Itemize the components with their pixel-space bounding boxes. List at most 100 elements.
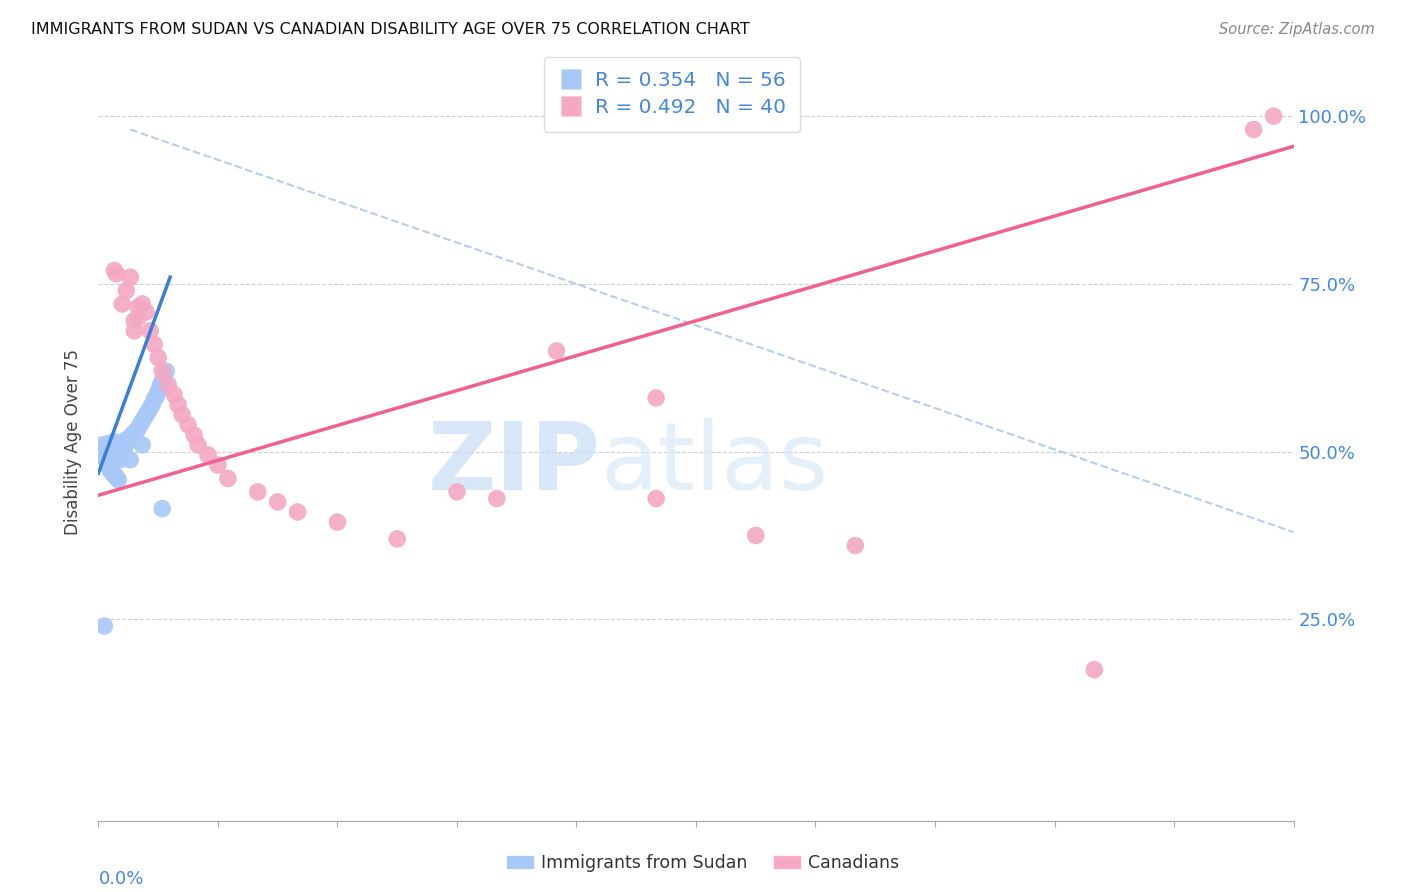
Point (187, 438, 209, 452)
Point (163, 387, 186, 401)
Point (172, 408, 194, 422)
Point (96, 443, 118, 458)
Point (110, 452, 132, 467)
Point (149, 379, 172, 393)
Point (546, 343, 568, 358)
Point (150, 364, 173, 378)
Point (115, 284, 138, 298)
Point (120, 452, 142, 467)
Point (117, 434, 139, 449)
Point (110, 436, 132, 450)
Point (217, 471, 239, 485)
Point (844, 539, 866, 553)
Point (107, 442, 129, 456)
Point (105, 470, 128, 484)
Point (93, 451, 115, 466)
Text: atlas: atlas (600, 418, 828, 510)
Point (127, 301, 149, 315)
Legend: Immigrants from Sudan, Canadians: Immigrants from Sudan, Canadians (499, 847, 907, 879)
Point (103, 450, 125, 464)
Point (1263, 109, 1285, 123)
Point (120, 270, 142, 285)
Point (143, 337, 166, 351)
Point (135, 408, 157, 422)
Point (97, 452, 120, 467)
Point (131, 414, 153, 428)
Point (150, 374, 173, 388)
Legend: R = 0.354   N = 56, R = 0.492   N = 40: R = 0.354 N = 56, R = 0.492 N = 40 (544, 57, 800, 132)
Point (91, 444, 114, 458)
Point (111, 297, 134, 311)
Point (131, 297, 153, 311)
Point (127, 310, 149, 325)
Point (96, 439, 118, 453)
Point (115, 433, 138, 447)
Point (167, 398, 190, 412)
Point (745, 528, 768, 542)
Point (385, 532, 409, 546)
Point (97, 436, 120, 450)
Point (446, 484, 468, 499)
Point (326, 515, 349, 529)
Point (135, 305, 157, 319)
Point (125, 425, 148, 439)
Point (98, 442, 122, 456)
Point (103, 468, 125, 483)
Point (148, 384, 170, 399)
Point (107, 448, 129, 462)
Point (1243, 122, 1265, 136)
Point (177, 417, 200, 432)
Point (129, 417, 152, 432)
Y-axis label: Disability Age Over 75: Disability Age Over 75 (65, 349, 83, 534)
Text: IMMIGRANTS FROM SUDAN VS CANADIAN DISABILITY AGE OVER 75 CORRELATION CHART: IMMIGRANTS FROM SUDAN VS CANADIAN DISABI… (31, 22, 749, 37)
Point (120, 431, 142, 445)
Point (139, 401, 162, 415)
Point (131, 438, 153, 452)
Point (139, 324, 162, 338)
Point (287, 505, 309, 519)
Point (107, 473, 129, 487)
Point (97, 459, 120, 474)
Point (97, 448, 120, 462)
Point (207, 458, 229, 472)
Point (101, 466, 124, 480)
Point (127, 421, 149, 435)
Point (98, 463, 122, 477)
Point (111, 438, 134, 452)
Point (246, 484, 269, 499)
Point (143, 392, 166, 407)
Point (148, 351, 170, 365)
Point (91, 438, 114, 452)
Point (101, 444, 124, 458)
Point (145, 390, 167, 404)
Point (93, 619, 115, 633)
Point (134, 411, 156, 425)
Point (150, 501, 173, 516)
Point (124, 314, 146, 328)
Text: Source: ZipAtlas.com: Source: ZipAtlas.com (1219, 22, 1375, 37)
Point (98, 446, 122, 460)
Point (93, 442, 115, 456)
Point (645, 491, 668, 506)
Point (141, 398, 163, 412)
Point (153, 369, 176, 384)
Point (124, 425, 146, 440)
Point (197, 448, 219, 462)
Point (112, 442, 135, 456)
Point (89, 448, 111, 462)
Point (121, 427, 143, 442)
Point (103, 263, 125, 277)
Point (155, 364, 177, 378)
Point (105, 267, 128, 281)
Point (136, 404, 159, 418)
Point (103, 434, 125, 449)
Text: 0.0%: 0.0% (98, 870, 143, 888)
Point (183, 427, 205, 442)
Point (645, 391, 668, 405)
Point (105, 439, 128, 453)
Point (157, 377, 180, 392)
Point (124, 324, 146, 338)
Point (101, 438, 124, 452)
Point (485, 491, 508, 506)
Point (1083, 663, 1105, 677)
